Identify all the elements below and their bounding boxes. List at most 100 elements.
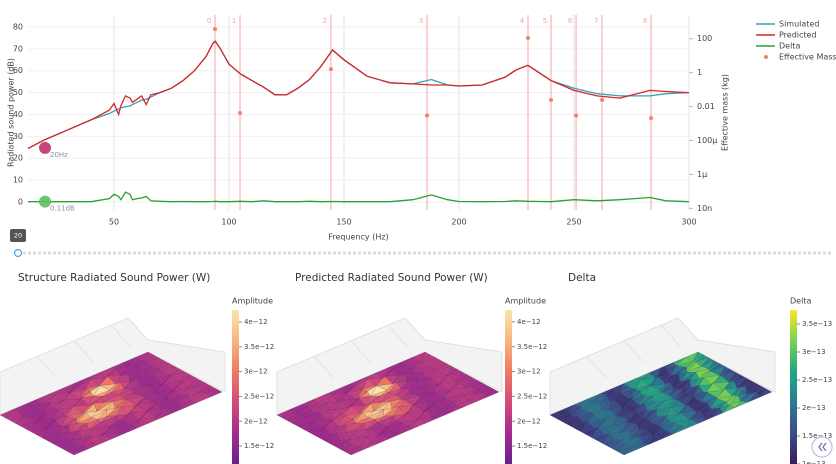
colorbar-tick-label: 4e−12 [244,318,268,326]
mesh-triangle [281,411,297,421]
mesh-triangle [591,434,607,441]
mesh-triangle [565,416,579,427]
colorbar-tick-label: 3e−13 [802,348,826,356]
scene-grid [110,324,132,348]
y2-tick-label: 10n [697,204,712,213]
colorbar-title: Amplitude [505,297,546,306]
mesh-triangle [68,446,84,456]
x-tick-label: 150 [336,218,351,227]
collapse-button[interactable] [811,436,833,458]
colorbar-tick-label: 2.5e−12 [517,392,547,400]
colorbar-title: Delta [790,297,811,306]
mesh-triangle [586,427,598,439]
x-tick-label: 100 [221,218,236,227]
effective-mass-point [425,113,430,118]
mesh-triangle [313,427,325,439]
mode-label: 0 [207,17,211,25]
collapse-button-circle[interactable] [811,436,833,458]
series-line [28,191,690,203]
scene-grid [36,356,58,379]
mode-label: 6 [568,17,573,25]
y2-tick-label: 0.01 [697,102,715,111]
mesh-triangle [0,409,13,419]
mesh-triangle [292,416,306,427]
legend-label: Predicted [779,31,817,40]
slider-handle[interactable] [13,248,23,258]
mode-label: 3 [419,17,423,25]
mesh-triangle [324,433,337,444]
panel-title: Predicted Radiated Sound Power (W) [295,272,488,284]
scene-grid [660,324,682,348]
colorbar-tick-label: 1.5e−12 [244,442,274,450]
x-axis-title: Frequency (Hz) [328,233,388,242]
colorbar-title: Amplitude [232,297,273,306]
mesh-triangle [554,411,570,421]
cursor-delta-label: 0.11dB [50,205,75,213]
effective-mass-point [600,97,605,102]
mesh-triangle [549,409,563,419]
colorbar [505,310,512,464]
effective-mass-point [526,36,531,41]
y2-tick-label: 1 [697,68,702,77]
legend-label: Effective Mass [779,53,836,62]
mode-label: 2 [323,17,327,25]
effective-mass-point [574,113,579,118]
mesh-triangle [4,411,20,421]
collapse-icon [818,442,827,452]
mode-label: 7 [594,17,598,25]
y-tick-label: 70 [13,44,23,53]
mesh-triangle [63,444,74,453]
cursor-label: 20Hz [50,151,68,159]
colorbar-tick-label: 3e−12 [244,368,268,376]
colorbar-tick-label: 2e−13 [802,404,826,412]
scene-grid [73,340,95,364]
mesh-triangle [576,421,587,433]
x-tick-label: 250 [566,218,581,227]
mesh-triangle [287,416,300,424]
y2-axis-title: Effective mass (kg) [721,74,730,151]
mode-label: 1 [232,17,236,25]
y2-tick-label: 100 [697,34,712,43]
colorbar [790,310,797,464]
panel-title: Structure Radiated Sound Power (W) [18,272,210,284]
mesh-triangle [26,421,37,433]
surface-plot: Delta 3.5e−13 3e−13 2.5e−13 2e−13 1.5e−13 1e−1… [549,297,832,464]
y-tick-label: 50 [13,88,23,97]
mesh-triangle [318,434,334,441]
mesh-triangle [602,440,615,447]
x-tick-label: 200 [451,218,466,227]
y-tick-label: 40 [13,110,23,119]
mesh-triangle [52,440,65,447]
y-axis-title: Radiated sound power (dB) [7,58,16,167]
y-tick-label: 80 [13,23,23,32]
mesh-triangle [10,416,23,424]
colorbar-tick-label: 3.5e−12 [517,343,547,351]
y-tick-label: 0 [18,197,23,206]
mode-label: 5 [543,17,547,25]
surface-plot: Amplitude 4e−12 3.5e−12 3e−12 2.5e−12 2e−12 1.… [0,297,274,464]
mesh-triangle [15,416,29,427]
y-tick-label: 30 [13,132,23,141]
mesh-triangle [57,439,73,450]
colorbar [232,310,239,464]
mesh-triangle [303,421,314,433]
colorbar-tick-label: 4e−12 [517,318,541,326]
mesh-triangle [607,439,623,450]
mesh-triangle [329,440,342,447]
colorbar-tick-label: 1.5e−12 [517,442,547,450]
scene-grid [623,340,645,364]
mesh-triangle [597,433,610,444]
effective-mass-point [328,67,333,72]
surface-charts: Structure Radiated Sound Power (W) Amplit… [0,272,832,464]
colorbar-tick-label: 1.5e−13 [802,432,832,440]
y-tick-label: 10 [13,176,23,185]
legend-label: Simulated [779,20,819,29]
panel-title: Delta [568,272,596,284]
slider-tooltip-box [10,229,26,242]
series-line [27,40,690,149]
mesh-triangle [560,416,573,424]
mode-label: 8 [643,17,647,25]
colorbar-tick-label: 3e−12 [517,368,541,376]
y-tick-label: 60 [13,66,23,75]
mesh-triangle [276,409,290,419]
